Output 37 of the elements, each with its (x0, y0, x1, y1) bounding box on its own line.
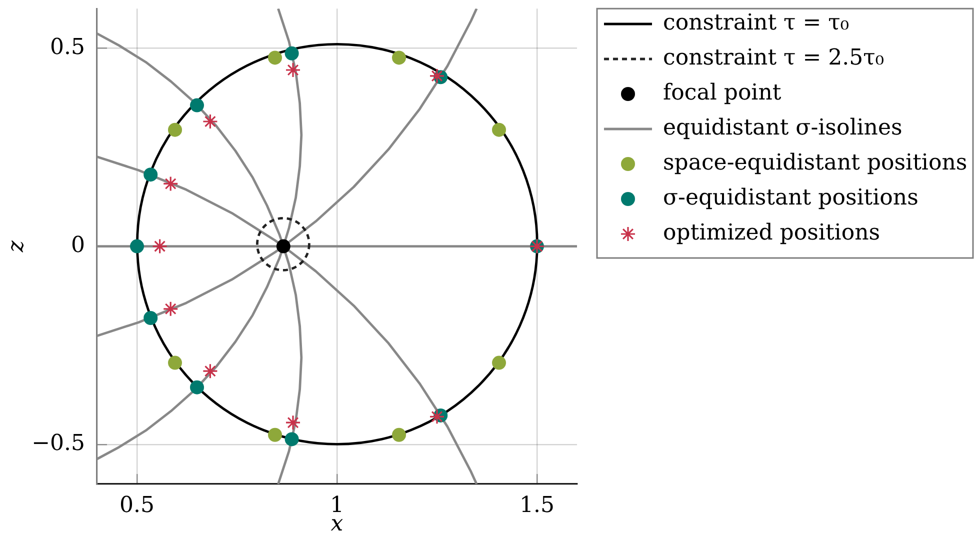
point (202, 114, 218, 130)
point (392, 50, 406, 65)
point (492, 356, 506, 370)
point (392, 428, 406, 442)
point (285, 414, 301, 430)
legend-label: constraint τ = 2.5τ₀ (663, 46, 884, 71)
legend-label: focal point (663, 80, 782, 106)
point (152, 238, 168, 254)
point (285, 62, 301, 78)
point (162, 301, 178, 317)
legend-label: σ-equidistant positions (663, 186, 918, 211)
point (162, 176, 178, 192)
point (284, 46, 299, 60)
legend-label: constraint τ = τ₀ (663, 10, 850, 36)
point (429, 408, 445, 424)
point (268, 428, 282, 442)
point (429, 68, 445, 84)
x-tick-label: 0.5 (120, 492, 154, 518)
point (202, 363, 218, 379)
point (144, 311, 158, 326)
y-tick-label: 0 (71, 233, 85, 258)
legend-label: optimized positions (663, 220, 880, 246)
point (144, 168, 158, 182)
x-tick-label: 1.5 (520, 492, 554, 518)
point (284, 432, 299, 446)
y-tick-label: 0.5 (50, 34, 85, 60)
point (190, 380, 204, 394)
point (168, 356, 182, 370)
y-axis-title: z (4, 240, 29, 254)
point (130, 239, 144, 254)
point (492, 122, 506, 137)
y-tick-label: −0.5 (32, 431, 85, 456)
legend-label: equidistant σ-isolines (663, 116, 902, 141)
legend-label: space-equidistant positions (663, 150, 968, 176)
point (190, 98, 204, 112)
point (168, 122, 182, 137)
point (268, 50, 282, 65)
